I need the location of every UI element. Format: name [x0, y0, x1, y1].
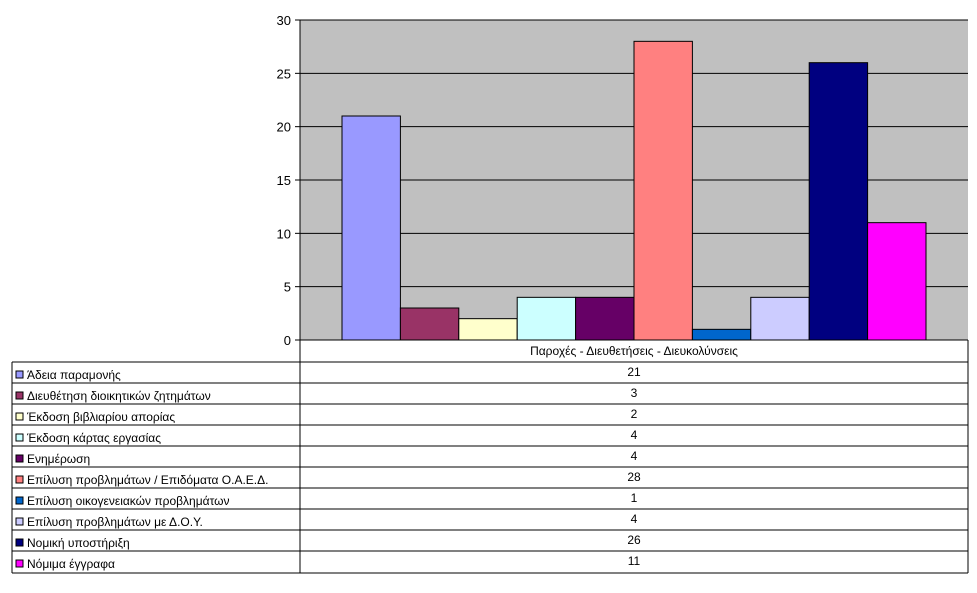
bar [750, 296, 810, 341]
bar [808, 62, 869, 341]
y-tick-label: 10 [277, 226, 291, 241]
legend-entry: Νομική υποστήριξη [27, 536, 130, 550]
legend-entry: Επίλυση προβλημάτων / Επιδόματα Ο.Α.Ε.Δ. [27, 473, 268, 487]
data-table-value: 4 [631, 428, 638, 442]
legend-swatch [15, 412, 24, 421]
bar [341, 115, 401, 341]
data-table-value: 2 [631, 407, 638, 421]
legend-entry: Διευθέτηση διοικητικών ζητημάτων [27, 389, 211, 403]
legend-swatch [15, 496, 24, 505]
legend-entry: Έκδοση κάρτας εργασίας [26, 431, 161, 445]
bar [633, 40, 693, 341]
legend-entry: Επίλυση προβλημάτων με Δ.Ο.Υ. [27, 515, 203, 529]
legend-swatch [15, 370, 24, 379]
legend-entry: Επίλυση οικογενειακών προβλημάτων [27, 494, 230, 508]
bar [867, 222, 927, 341]
axes [295, 19, 968, 341]
data-table-value: 4 [631, 512, 638, 526]
legend-swatch [15, 433, 24, 442]
legend-entry: Ενημέρωση [27, 452, 90, 466]
legend-entry: Νόμιμα έγγραφα [27, 557, 115, 571]
data-table-value: 4 [631, 449, 638, 463]
y-tick-label: 30 [277, 13, 291, 28]
bars [341, 40, 927, 341]
data-table-value: 28 [627, 470, 641, 484]
legend-swatch [15, 538, 24, 547]
bar [399, 307, 460, 341]
y-tick-label: 25 [277, 66, 291, 81]
data-table: Παροχές - Διευθετήσεις - Διευκολύνσεις Ά… [11, 340, 969, 574]
data-table-value: 1 [631, 491, 638, 505]
bar [691, 328, 752, 341]
legend-entry: Άδεια παραμονής [27, 368, 121, 382]
data-table-value: 26 [627, 533, 641, 547]
y-tick-labels: 0 5 10 15 20 25 30 [277, 13, 291, 348]
y-tick-label: 15 [277, 173, 291, 188]
legend-swatch [15, 475, 24, 484]
legend-swatch [15, 559, 24, 568]
bar [575, 296, 635, 341]
legend-swatch [15, 391, 24, 400]
data-table-value: 3 [631, 386, 638, 400]
bar [458, 318, 518, 341]
data-table-value: 21 [627, 365, 641, 379]
data-table-value: 11 [628, 554, 641, 568]
y-tick-label: 0 [284, 333, 291, 348]
legend-entry: Έκδοση βιβλιαρίου απορίας [26, 410, 175, 424]
y-tick-label: 20 [277, 120, 291, 135]
bar [516, 296, 577, 341]
y-tick-label: 5 [284, 280, 291, 295]
category-label: Παροχές - Διευθετήσεις - Διευκολύνσεις [530, 344, 738, 358]
legend-swatch [15, 454, 24, 463]
legend-swatch [15, 517, 24, 526]
